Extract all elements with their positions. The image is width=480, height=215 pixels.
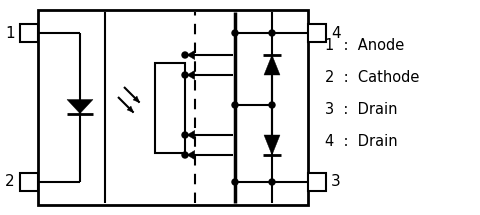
Bar: [20, 173, 38, 191]
Circle shape: [232, 102, 238, 108]
Text: 3: 3: [331, 175, 341, 189]
Text: 1: 1: [5, 26, 15, 40]
Bar: [308, 24, 326, 42]
Bar: [20, 24, 38, 42]
Text: 4  :  Drain: 4 : Drain: [325, 134, 397, 149]
Polygon shape: [133, 96, 140, 103]
Polygon shape: [264, 135, 280, 155]
Circle shape: [232, 179, 238, 185]
Text: 4: 4: [331, 26, 341, 40]
Polygon shape: [187, 51, 195, 60]
Text: 2  :  Cathode: 2 : Cathode: [325, 69, 420, 84]
Polygon shape: [264, 55, 280, 75]
Text: 2: 2: [5, 175, 15, 189]
Polygon shape: [127, 106, 133, 113]
Circle shape: [232, 30, 238, 36]
Polygon shape: [187, 150, 195, 160]
Polygon shape: [187, 131, 195, 140]
Circle shape: [182, 72, 188, 78]
Text: 1  :  Anode: 1 : Anode: [325, 37, 404, 52]
Circle shape: [182, 52, 188, 58]
Bar: [155, 63, 185, 152]
Circle shape: [269, 102, 275, 108]
Polygon shape: [67, 100, 93, 114]
Circle shape: [182, 152, 188, 158]
Circle shape: [269, 30, 275, 36]
Bar: [308, 173, 326, 191]
Text: 3  :  Drain: 3 : Drain: [325, 101, 397, 117]
Circle shape: [182, 132, 188, 138]
Polygon shape: [187, 71, 195, 80]
Circle shape: [269, 179, 275, 185]
Bar: [38, 10, 308, 205]
